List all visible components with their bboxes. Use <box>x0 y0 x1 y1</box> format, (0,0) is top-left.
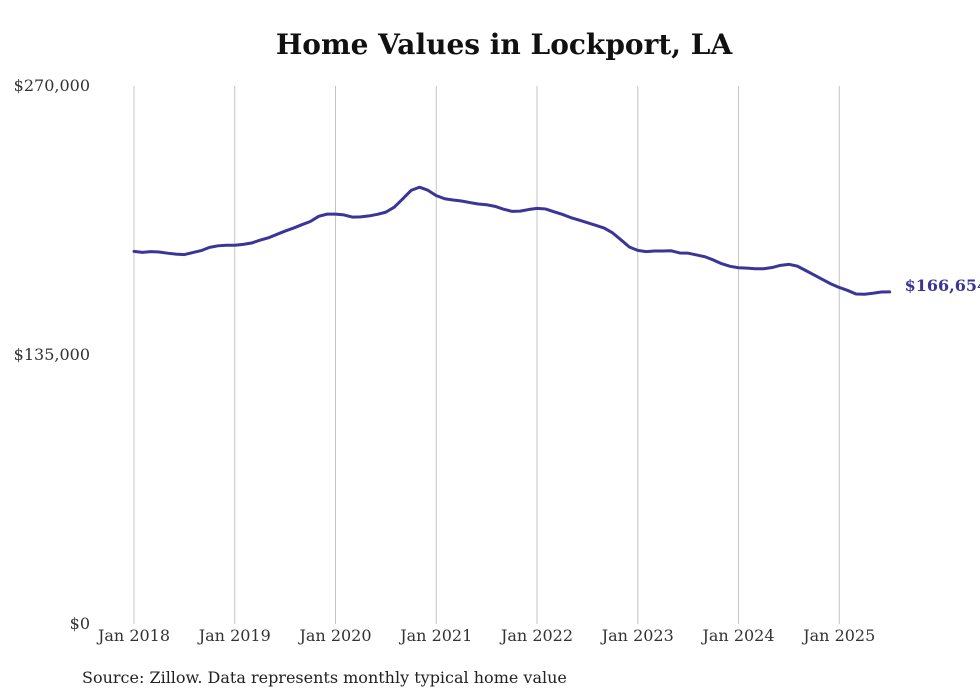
y-tick-label: $0 <box>70 614 90 633</box>
x-axis-ticks: Jan 2018 Jan 2019 Jan 2020 Jan 2021 Jan 2022… <box>96 626 875 645</box>
chart-title: Home Values in Lockport, LA <box>275 28 733 61</box>
end-label-layer: $166,654 <box>905 276 980 295</box>
y-tick-label: $135,000 <box>14 345 90 364</box>
grid-lines <box>133 86 840 624</box>
x-tick-label: Jan 2025 <box>801 626 875 645</box>
end-value-label: $166,654 <box>905 276 980 295</box>
x-tick-label: Jan 2018 <box>96 626 170 645</box>
x-tick-label: Jan 2020 <box>297 626 371 645</box>
series-layer <box>132 185 892 296</box>
y-axis-ticks: $0 $135,000 $270,000 <box>14 76 90 633</box>
y-tick-label: $270,000 <box>14 76 90 95</box>
source-note: Source: Zillow. Data represents monthly … <box>82 668 567 687</box>
x-tick-label: Jan 2021 <box>398 626 472 645</box>
x-tick-label: Jan 2024 <box>700 626 774 645</box>
x-tick-label: Jan 2023 <box>600 626 674 645</box>
x-tick-label: Jan 2022 <box>499 626 573 645</box>
x-tick-label: Jan 2019 <box>197 626 271 645</box>
series-line <box>132 185 892 296</box>
